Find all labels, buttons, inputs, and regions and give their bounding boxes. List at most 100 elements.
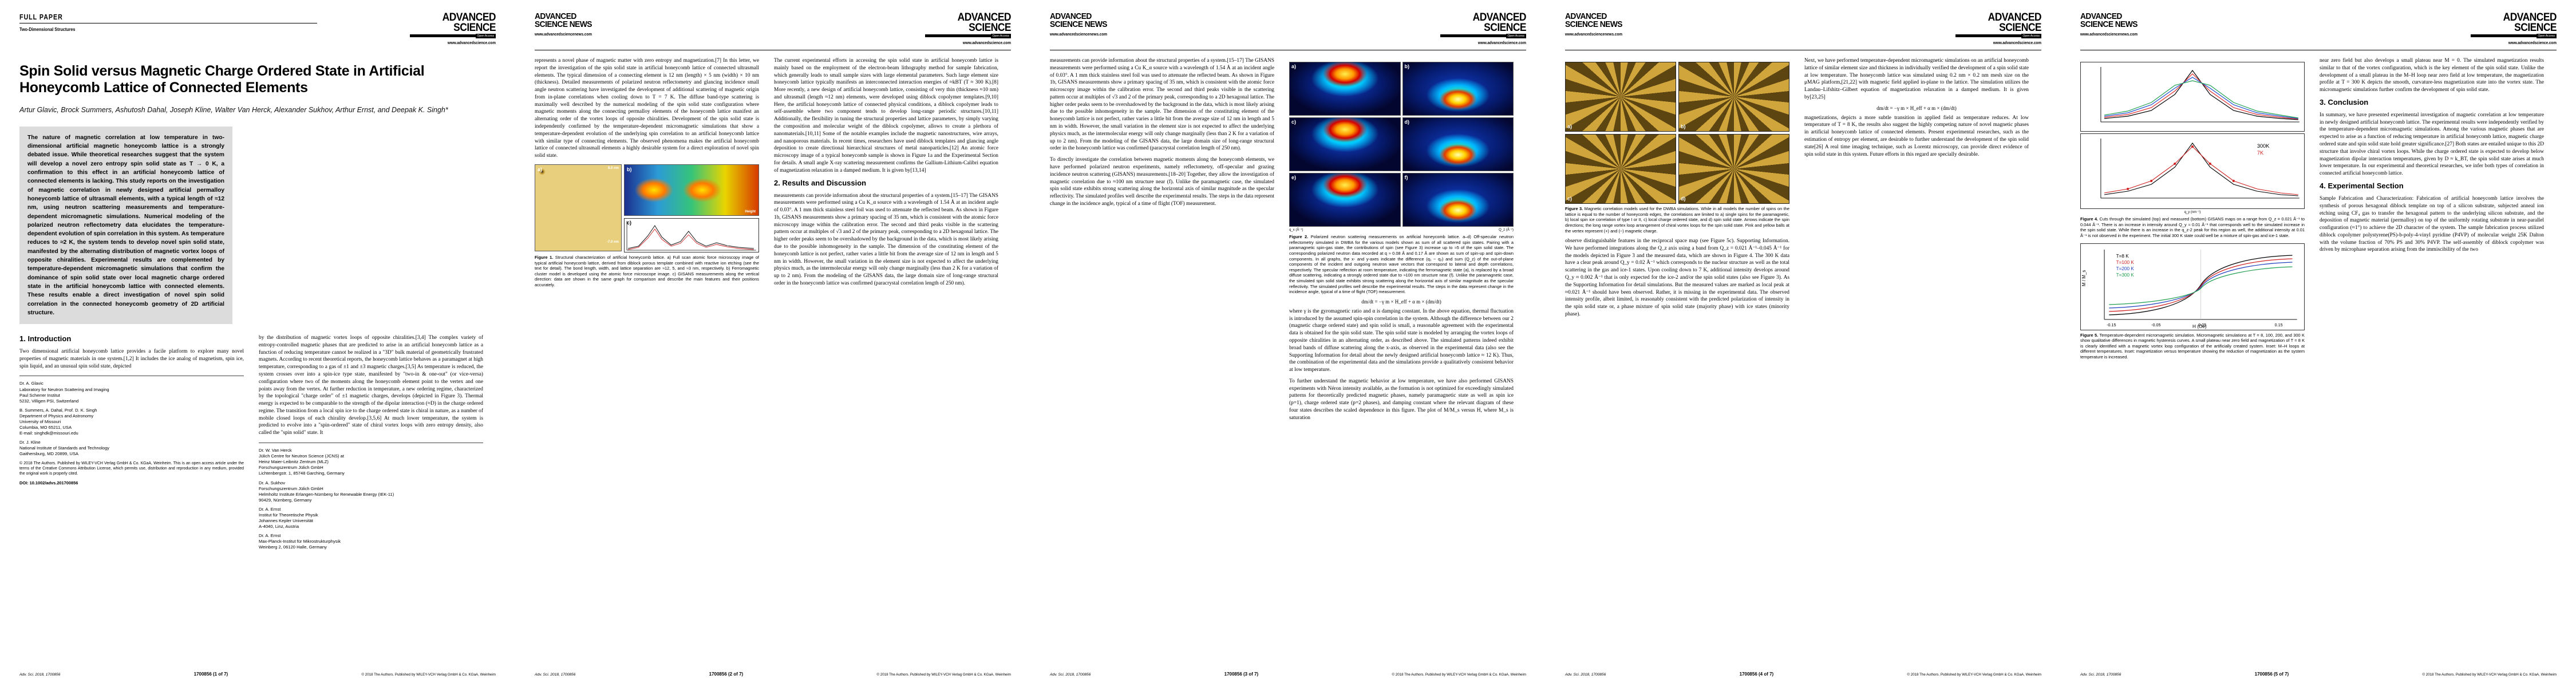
figure-2-caption: Figure 2. Polarized neutron scattering m…: [1289, 234, 1514, 295]
figure-2-panel-b: b): [1402, 62, 1514, 116]
affiliation-line: Forschungszentrum Jülich GmbH: [259, 465, 323, 471]
figure-2-xaxis-label: q_x (Å⁻¹): [1289, 228, 1303, 232]
open-access-bar-3: Open Access: [1440, 34, 1526, 39]
footer-article-number: 1700856 (4 of 7): [1739, 672, 1774, 677]
figure-4-top-svg: [2100, 67, 2300, 123]
news-url: www.advancedsciencenews.com: [535, 31, 592, 37]
open-access-badge: Open Access: [475, 34, 496, 39]
affiliation-line: A-4040, Linz, Austria: [259, 524, 299, 530]
section-heading-conclusion: 3. Conclusion: [2320, 97, 2369, 106]
page-1: FULL PAPER Two-Dimensional Structures AD…: [0, 0, 515, 687]
figure-5-yaxis-label: M / M_s: [2081, 270, 2087, 286]
open-access-bar-4: Open Access: [1955, 34, 2041, 39]
running-head-3: ADVANCED SCIENCE NEWS www.advancedscienc…: [1050, 12, 1527, 48]
panel-label-c: c): [1567, 196, 1573, 202]
affiliation-name: Dr. W. Van Herck: [259, 448, 292, 453]
figure-4: 300K 7K q_y (nm⁻¹) Figure 4. Cuts throug…: [2080, 62, 2305, 239]
affiliation-2: B. Summers, A. Dahal, Prof. D. K. Singh …: [19, 408, 244, 436]
open-access-badge-3: Open Access: [1506, 34, 1526, 39]
footer-copyright: © 2018 The Authors. Published by WILEY-V…: [1392, 673, 1526, 677]
figure-1-label: Figure 1.: [535, 254, 554, 260]
page2-paragraph-1: represents a novel phase of magnetic mat…: [535, 58, 759, 159]
page5-column-2: near zero field but also develops a smal…: [2320, 57, 2544, 364]
page-footer-4: Adv. Sci. 2018, 1700856 1700856 (4 of 7)…: [1565, 672, 2041, 677]
news-logo-line-2: SCIENCE NEWS: [1565, 19, 1623, 30]
affiliation-name: Dr. J. Kline: [19, 440, 41, 445]
doi-label[interactable]: DOI: 10.1002/advs.201700856: [19, 480, 78, 486]
figure-3-label: Figure 3.: [1565, 206, 1583, 211]
journal-logo-5: ADVANCED SCIENCE: [2478, 11, 2557, 33]
affiliation-5: Dr. A. Sukhov Forschungszentrum Jülich G…: [259, 480, 483, 503]
figure-2-label: Figure 2.: [1289, 234, 1309, 239]
page4-paragraph-1: observe distinguishable features in the …: [1565, 238, 1789, 317]
figure-5-caption: Figure 5. Temperature-dependent micromag…: [2080, 333, 2305, 360]
section-heading-results: 2. Results and Discussion: [774, 178, 867, 187]
affiliation-line: Paul Scherrer Institut: [19, 392, 60, 398]
page3-column-1: measurements can provide information abo…: [1050, 57, 1274, 426]
page-footer-1: Adv. Sci. 2018, 1700856 1700856 (1 of 7)…: [19, 672, 496, 677]
footer-copyright: © 2018 The Authors. Published by WILEY-V…: [361, 673, 496, 677]
page2-paragraph-3: measurements can provide information abo…: [774, 192, 998, 286]
page3-paragraph-1: measurements can provide information abo…: [1050, 58, 1274, 152]
affiliation-email[interactable]: E-mail: singhdk@missouri.edu: [19, 431, 78, 436]
affiliation-line: 5232, Villigen PSI, Switzerland: [19, 398, 79, 404]
footer-article-number: 1700856 (2 of 7): [709, 672, 744, 677]
figure-2-yaxis-label: Q_z (Å⁻¹): [1499, 228, 1514, 232]
journal-logo: ADVANCED SCIENCE: [417, 12, 496, 34]
news-url-3: www.advancedsciencenews.com: [1050, 31, 1108, 37]
footer-copyright: © 2018 The Authors. Published by WILEY-V…: [876, 673, 1011, 677]
footer-article-number: 1700856 (1 of 7): [193, 672, 228, 677]
affiliation-line: University of Missouri: [19, 419, 61, 425]
journal-logo-4: ADVANCED SCIENCE: [1962, 12, 2042, 34]
open-access-bar: Open Access: [410, 34, 496, 39]
page1-column-1: 1. Introduction Two dimensional artifici…: [19, 334, 244, 554]
running-head-1: FULL PAPER Two-Dimensional Structures AD…: [19, 12, 496, 48]
page-2: ADVANCED SCIENCE NEWS www.advancedscienc…: [515, 0, 1030, 687]
figure-1-caption: Figure 1. Structural characterization of…: [535, 255, 759, 288]
affiliation-1: Dr. A. Glavic Laboratory for Neutron Sca…: [19, 381, 244, 404]
running-head-2: ADVANCED SCIENCE NEWS www.advancedscienc…: [535, 11, 1012, 48]
svg-text:0.15: 0.15: [2275, 323, 2283, 327]
section-heading-experimental: 4. Experimental Section: [2320, 181, 2404, 190]
affiliation-line: National Institute of Standards and Tech…: [19, 445, 109, 451]
journal-logo-2: ADVANCED SCIENCE: [932, 11, 1012, 34]
affiliation-name: Dr. A. Sukhov: [259, 480, 286, 485]
equation-2: dm/dt = −γ m × H_eff + α m × (dm/dt): [1876, 105, 1957, 111]
page4-paragraph-2: Next, we have performed temperature-depe…: [1804, 58, 2029, 100]
page3-column-2: a) b) c) d) e): [1289, 57, 1514, 426]
figure-3-panel-c: c): [1565, 134, 1676, 204]
intro-paragraph-2: by the distribution of magnetic vortex l…: [259, 335, 483, 436]
logo-line-1: ADVANCED: [2503, 11, 2557, 23]
open-access-badge-2: Open Access: [990, 34, 1011, 39]
logo-line-2: SCIENCE: [1999, 22, 2041, 34]
page-title: Spin Solid versus Magnetic Charge Ordere…: [19, 63, 425, 96]
affiliation-4: Dr. W. Van Herck Jülich Centre for Neutr…: [259, 448, 483, 476]
affiliation-3: Dr. J. Kline National Institute of Stand…: [19, 440, 244, 457]
footer-journal: Adv. Sci. 2018, 1700856: [1565, 673, 1606, 677]
journal-url-5: www.advancedscience.com: [2508, 40, 2557, 46]
page4-column-1: a) b) c) d) Figure 3.: [1565, 57, 1789, 322]
figure-3-panel-d: d): [1678, 134, 1789, 204]
logo-line-2: SCIENCE: [969, 22, 1011, 34]
affiliation-line: Gaithersburg, MD 20899, USA: [19, 451, 78, 457]
figure-5-legend-200k: T=200 K: [2116, 266, 2135, 271]
section-heading-introduction: 1. Introduction: [19, 334, 72, 344]
page-footer-2: Adv. Sci. 2018, 1700856 1700856 (2 of 7)…: [535, 672, 1011, 677]
affiliation-6: Dr. A. Ernst Institut für Theoretische P…: [259, 507, 483, 530]
affiliation-line: Laboratory for Neutron Scattering and Im…: [19, 386, 109, 392]
page-3: ADVANCED SCIENCE NEWS www.advancedscienc…: [1030, 0, 1546, 687]
figure-2-panel-f: f): [1402, 173, 1514, 227]
figure-3: a) b) c) d) Figure 3.: [1565, 62, 1789, 234]
page2-column-1: represents a novel phase of magnetic mat…: [535, 57, 759, 292]
running-head-5: ADVANCED SCIENCE NEWS www.advancedscienc…: [2080, 11, 2557, 48]
figure-5-legend-100k: T=100 K: [2116, 260, 2135, 265]
panel-label-c: c): [627, 219, 632, 226]
open-access-bar-5: Open Access: [2471, 34, 2557, 39]
affiliation-line: Department of Physics and Astronomy: [19, 413, 94, 418]
logo-line-2: SCIENCE: [453, 22, 496, 34]
affiliation-line: Columbia, MO 65211, USA: [19, 425, 72, 431]
news-logo-line-2: SCIENCE NEWS: [535, 19, 592, 30]
logo-line-1: ADVANCED: [957, 11, 1012, 23]
svg-text:-0.05: -0.05: [2151, 323, 2160, 327]
figure-2-panel-e: e): [1289, 173, 1401, 227]
